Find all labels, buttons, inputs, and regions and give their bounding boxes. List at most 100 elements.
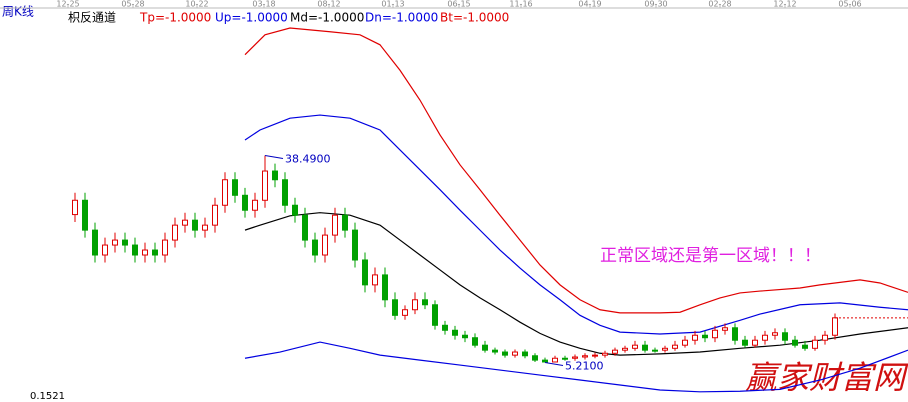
x-tick-label: 01-13 <box>381 0 404 9</box>
candle-body <box>422 299 428 306</box>
chart-title: 枳反通道 <box>68 11 116 25</box>
candle-body <box>242 194 248 211</box>
candle-body <box>442 324 448 331</box>
candle-body <box>432 304 438 326</box>
candle-body <box>312 239 318 256</box>
candle-body <box>332 214 338 236</box>
candle-body <box>542 359 548 363</box>
candle-body <box>112 239 118 246</box>
x-tick-label: 11-16 <box>509 0 532 9</box>
annotation-pointer <box>264 155 284 160</box>
candle-body <box>362 259 368 286</box>
x-tick-label: 06-15 <box>447 0 470 9</box>
candle-body <box>622 347 628 351</box>
candle-body <box>162 239 168 256</box>
legend-entry: Md=-1.0000 <box>290 11 364 25</box>
x-tick-label: 05-06 <box>838 0 861 9</box>
candle-body <box>522 351 528 357</box>
candle-body <box>612 349 618 354</box>
candle-body <box>552 357 558 363</box>
candle-body <box>222 179 228 206</box>
x-tick-label: 12-12 <box>773 0 796 9</box>
candle-body <box>632 344 638 349</box>
candle-body <box>742 339 748 346</box>
candle-body <box>382 274 388 301</box>
x-tick-label: 03-18 <box>252 0 275 9</box>
candle-body <box>752 339 758 346</box>
candle-body <box>212 204 218 226</box>
candle-body <box>722 327 728 331</box>
channel-line <box>244 341 908 393</box>
candle-body <box>132 244 138 256</box>
annotation-pointer <box>544 362 564 367</box>
candle-body <box>232 179 238 196</box>
candle-body <box>322 234 328 256</box>
candle-body <box>262 170 268 201</box>
channel-line <box>244 114 908 335</box>
candle-body <box>532 355 538 361</box>
candle-body <box>472 337 478 346</box>
candle-body <box>662 347 668 351</box>
candle-body <box>392 299 398 316</box>
candle-body <box>72 199 78 216</box>
y-tick-label: 0.1521 <box>30 391 65 402</box>
candle-body <box>812 339 818 349</box>
candle-body <box>302 214 308 241</box>
channel-line <box>244 212 908 356</box>
annotation-label: 5.2100 <box>565 360 604 373</box>
legend-entry: Dn=-1.0000 <box>365 11 438 25</box>
comment: 正常区域还是第一区域！！！ <box>600 246 821 266</box>
candle-body <box>702 334 708 339</box>
candle-body <box>502 351 508 356</box>
candle-body <box>342 214 348 231</box>
candle-body <box>182 219 188 226</box>
candle-body <box>252 199 258 211</box>
candle-body <box>792 339 798 346</box>
candle-body <box>822 334 828 341</box>
candle-body <box>192 219 198 231</box>
candle-body <box>372 274 378 286</box>
x-tick-label: 08-12 <box>317 0 340 9</box>
candle-body <box>582 355 588 358</box>
legend-entry: Bt=-1.0000 <box>440 11 509 25</box>
candle-body <box>282 179 288 206</box>
x-tick-label: 12-25 <box>56 0 79 9</box>
candle-body <box>652 349 658 352</box>
candle-body <box>512 351 518 356</box>
candle-body <box>402 309 408 316</box>
candle-body <box>772 332 778 336</box>
candle-body <box>602 352 608 356</box>
legend-entry: Tp=-1.0000 <box>139 11 211 25</box>
candle-body <box>572 356 578 359</box>
channel-line <box>244 27 908 314</box>
candle-body <box>482 344 488 351</box>
candle-body <box>462 334 468 339</box>
candle-body <box>642 344 648 351</box>
x-tick-label: 04-19 <box>578 0 601 9</box>
candle-body <box>82 199 88 231</box>
x-tick-label: 09-30 <box>644 0 667 9</box>
candle-body <box>452 329 458 336</box>
candle-body <box>782 332 788 341</box>
candle-body <box>692 334 698 341</box>
candle-body <box>412 299 418 311</box>
period-label: 周K线 <box>2 5 34 19</box>
candle-body <box>122 239 128 246</box>
candle-body <box>142 249 148 256</box>
annotation-label: 38.4900 <box>285 153 331 166</box>
candle-body <box>492 349 498 353</box>
candle-body <box>92 229 98 256</box>
candle-body <box>102 244 108 256</box>
candle-body <box>672 344 678 349</box>
candle-body <box>352 229 358 261</box>
candle-body <box>732 327 738 341</box>
candle-body <box>272 170 278 181</box>
candle-body <box>152 249 158 256</box>
x-tick-label: 10-22 <box>185 0 208 9</box>
candle-body <box>292 204 298 216</box>
candle-body <box>762 334 768 341</box>
x-tick-label: 02-28 <box>708 0 731 9</box>
candle-body <box>682 339 688 346</box>
legend-entry: Up=-1.0000 <box>215 11 288 25</box>
